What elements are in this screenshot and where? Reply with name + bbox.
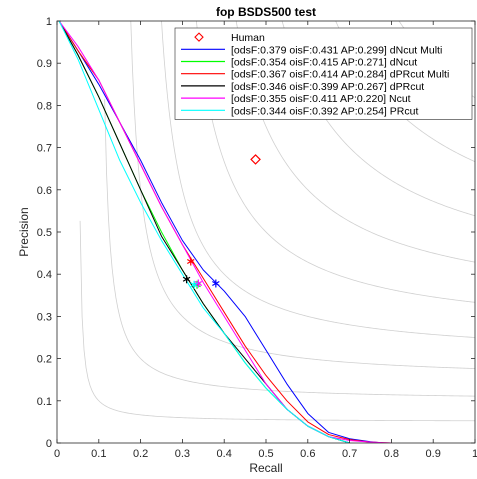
x-tick-label-2: 0.2: [133, 448, 148, 460]
y-axis-title: Precision: [17, 207, 31, 256]
human-point: [250, 154, 261, 165]
x-tick-label-6: 0.6: [300, 448, 315, 460]
legend-label-0: [odsF:0.379 oisF:0.431 AP:0.299] dNcut M…: [231, 44, 442, 56]
legend-label-human: Human: [231, 32, 265, 44]
legend-label-3: [odsF:0.346 oisF:0.399 AP:0.267] dPRcut: [231, 81, 424, 93]
x-axis: 0 0.1 0.2 0.3 0.4 0.5 0.6 0.7 0.8 0.9 1: [54, 21, 477, 460]
iso-f-curve-0.3: [130, 21, 475, 369]
human-marker: [250, 154, 261, 165]
series-line-0: [58, 21, 384, 443]
series-line-5: [58, 21, 350, 443]
chart-title: fop BSDS500 test: [216, 5, 316, 19]
y-axis: 0 0.1 0.2 0.3 0.4 0.5 0.6 0.7 0.8 0.9 1: [37, 16, 475, 450]
x-tick-label-3: 0.3: [175, 448, 190, 460]
y-tick-label-0: 0: [46, 438, 52, 450]
x-tick-label-8: 0.8: [384, 448, 399, 460]
series-markers: [182, 257, 220, 289]
x-tick-label-1: 0.1: [91, 448, 106, 460]
y-tick-label-2: 0.2: [37, 354, 52, 366]
iso-f-curve-0.4: [161, 21, 475, 338]
pr-series: [58, 21, 392, 443]
y-tick-label-6: 0.6: [37, 185, 52, 197]
x-tick-label-9: 0.9: [426, 448, 441, 460]
iso-f-curve-0.2: [104, 99, 475, 397]
y-tick-label-8: 0.8: [37, 100, 52, 112]
y-tick-label-5: 0.5: [37, 227, 52, 239]
iso-f-curve-0.5: [195, 21, 475, 303]
series-marker-0: [212, 279, 220, 288]
y-tick-label-4: 0.4: [37, 269, 52, 281]
legend-human-swatch: [194, 32, 204, 42]
legend-label-4: [odsF:0.355 oisF:0.411 AP:0.220] Ncut: [231, 93, 411, 105]
y-tick-label-10: 1: [46, 16, 52, 28]
legend-label-2: [odsF:0.367 oisF:0.414 AP:0.284] dPRcut …: [231, 69, 449, 81]
iso-f-curve-0.1: [79, 220, 475, 422]
legend-label-5: [odsF:0.344 oisF:0.392 AP:0.254] PRcut: [231, 105, 418, 117]
legend: Human[odsF:0.379 oisF:0.431 AP:0.299] dN…: [174, 27, 473, 120]
x-tick-label-10: 1: [472, 448, 477, 460]
series-marker-5: [190, 280, 198, 289]
y-tick-label-1: 0.1: [37, 396, 52, 408]
y-tick-label-3: 0.3: [37, 311, 52, 323]
x-tick-label-7: 0.7: [342, 448, 357, 460]
iso-f-curve-0.6: [235, 21, 475, 263]
x-tick-label-5: 0.5: [258, 448, 273, 460]
x-axis-title: Recall: [249, 461, 282, 475]
legend-label-1: [odsF:0.354 oisF:0.415 AP:0.271] dNcut: [231, 57, 417, 69]
x-tick-label-4: 0.4: [217, 448, 232, 460]
series-line-4: [58, 21, 392, 443]
series-marker-4: [194, 279, 203, 288]
y-tick-label-7: 0.7: [37, 143, 52, 155]
x-tick-label-0: 0: [54, 448, 60, 460]
series-marker-3: [182, 275, 191, 284]
series-marker-2: [186, 257, 195, 266]
y-tick-label-9: 0.9: [37, 58, 52, 70]
